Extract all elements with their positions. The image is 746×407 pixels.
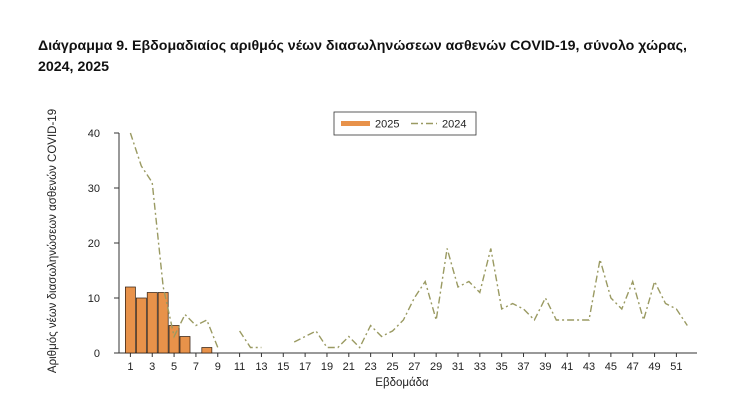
x-tick-label: 19 [321, 361, 333, 373]
x-tick-label: 7 [193, 361, 199, 373]
y-tick-label: 10 [88, 293, 100, 305]
x-tick-label: 15 [277, 361, 289, 373]
legend-2024-label: 2024 [442, 119, 466, 131]
series-2024-line [129, 132, 688, 349]
legend-2025-label: 2025 [375, 119, 399, 131]
x-tick-label: 37 [517, 361, 529, 373]
x-tick-label: 41 [561, 361, 573, 373]
x-tick-label: 1 [127, 361, 133, 373]
x-tick-label: 35 [496, 361, 508, 373]
bar-2025-week-6 [179, 336, 191, 354]
x-tick-label: 3 [149, 361, 155, 373]
bar-2025-week-3 [146, 292, 158, 354]
x-tick-label: 31 [452, 361, 464, 373]
bar-2025-week-4 [157, 292, 169, 354]
bar-2025-week-5 [168, 325, 180, 354]
line-2024-segment-2 [239, 330, 262, 349]
y-tick-label: 0 [94, 348, 100, 360]
x-tick-label: 17 [299, 361, 311, 373]
x-tick-label: 13 [255, 361, 267, 373]
line-2024-segment-1 [129, 132, 219, 348]
x-axis-label: Εβδομάδα [375, 377, 429, 389]
x-tick-label: 39 [539, 361, 551, 373]
chart-title-line2: 2024, 2025 [38, 59, 110, 75]
x-tick-label: 21 [343, 361, 355, 373]
x-tick-label: 5 [171, 361, 177, 373]
x-tick-label: 49 [648, 361, 660, 373]
x-tick-label: 51 [670, 361, 682, 373]
y-tick-label: 20 [88, 238, 100, 250]
bar-2025-week-8 [201, 347, 213, 354]
y-axis-label: Αριθμός νέων διασωληνώσεων ασθενών COVID… [47, 109, 59, 373]
x-tick-label: 25 [386, 361, 398, 373]
chart-title-line1: Διάγραμμα 9. Εβδομαδιαίος αριθμός νέων δ… [38, 38, 687, 54]
x-tick-label: 29 [430, 361, 442, 373]
x-tick-label: 47 [627, 361, 639, 373]
x-tick-label: 23 [365, 361, 377, 373]
y-tick-label: 40 [88, 128, 100, 140]
line-2024-segment-3 [293, 248, 688, 349]
series-2025-bars [125, 286, 213, 354]
chart-title: Διάγραμμα 9. Εβδομαδιαίος αριθμός νέων δ… [38, 36, 718, 78]
bar-2025-week-1 [125, 286, 136, 354]
legend-box [333, 111, 477, 136]
x-tick-label: 9 [215, 361, 221, 373]
x-tick-label: 45 [605, 361, 617, 373]
x-tick-label: 11 [234, 361, 245, 373]
x-tick-label: 33 [474, 361, 486, 373]
x-tick-label: 27 [408, 361, 420, 373]
y-tick-label: 30 [88, 183, 100, 195]
chart-legend: 2025 2024 [333, 111, 477, 136]
bar-2025-week-2 [135, 297, 147, 354]
x-tick-label: 43 [583, 361, 595, 373]
